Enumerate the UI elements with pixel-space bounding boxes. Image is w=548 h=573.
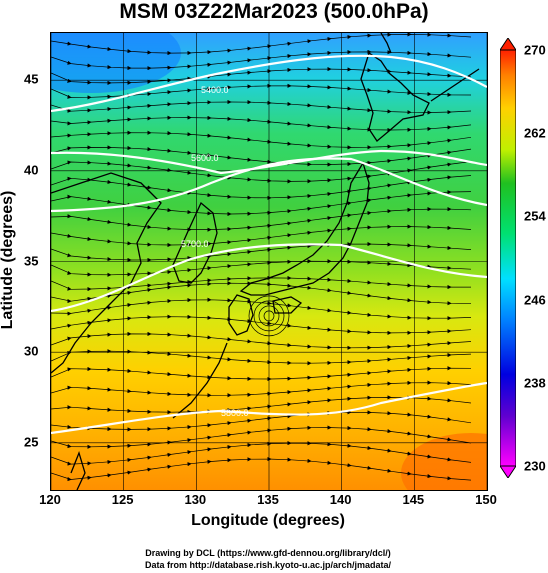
- streamline: [51, 366, 472, 382]
- colorbar-tick-label: 262: [524, 125, 546, 141]
- credit-data: Data from http://database.rish.kyoto-u.a…: [144, 560, 392, 570]
- y-tick-label: 45: [24, 71, 39, 87]
- streamline: [51, 115, 472, 133]
- x-tick-label: 140: [329, 492, 352, 507]
- colorbar-tick-label: 246: [524, 292, 546, 308]
- contour-label-1: 5400.0: [201, 85, 229, 95]
- colorbar: [500, 38, 516, 478]
- x-tick-label: 150: [475, 492, 497, 507]
- y-tick-label: 40: [24, 162, 39, 178]
- x-tick-label: 145: [402, 492, 425, 507]
- colorbar-tick-label: 270: [524, 42, 546, 58]
- contour-label-2: 5600.0: [191, 153, 219, 163]
- map-plot-area: 5400.0 5600.0 5700.0 5800.0: [50, 32, 488, 491]
- streamline: [51, 66, 472, 86]
- contour-label-3: 5700.0: [181, 239, 209, 249]
- y-tick-label: 25: [24, 434, 39, 450]
- streamline: [51, 349, 472, 366]
- height-contours: [51, 54, 487, 435]
- streamline: [51, 331, 472, 350]
- y-tick-label: 35: [24, 253, 39, 268]
- colorbar-tick-label: 238: [524, 375, 546, 391]
- x-axis-label: Longitude (degrees): [191, 512, 345, 529]
- x-tick-label: 135: [257, 492, 279, 507]
- streamline: [51, 259, 472, 277]
- streamline: [51, 380, 472, 398]
- credit-drawing: Drawing by DCL (https://www.gfd-dennou.o…: [145, 548, 391, 558]
- streamline: [51, 456, 472, 482]
- wind-streamlines: [51, 33, 472, 482]
- x-tick-label: 130: [184, 492, 207, 507]
- x-tick-label: 120: [39, 492, 61, 507]
- cyclone-swirl: [253, 300, 285, 332]
- map-title: MSM 03Z22Mar2023 (500.0hPa): [119, 0, 429, 23]
- x-tick-label: 125: [111, 492, 134, 507]
- colorbar-tick-label: 254: [524, 208, 546, 224]
- contour-label-4: 5800.0: [221, 408, 249, 418]
- temperature-map: 5400.0 5600.0 5700.0 5800.0: [51, 33, 487, 490]
- streamline: [51, 99, 472, 115]
- streamline: [51, 83, 472, 100]
- cyclone-swirl: [258, 305, 280, 327]
- y-tick-label: 30: [24, 343, 39, 359]
- cyclone-swirl: [263, 310, 275, 322]
- cyclone-swirl: [248, 295, 290, 337]
- y-axis-label: Latitude (degrees): [0, 190, 16, 330]
- colorbar-tick-label: 230: [524, 458, 546, 474]
- coastlines: [51, 33, 480, 490]
